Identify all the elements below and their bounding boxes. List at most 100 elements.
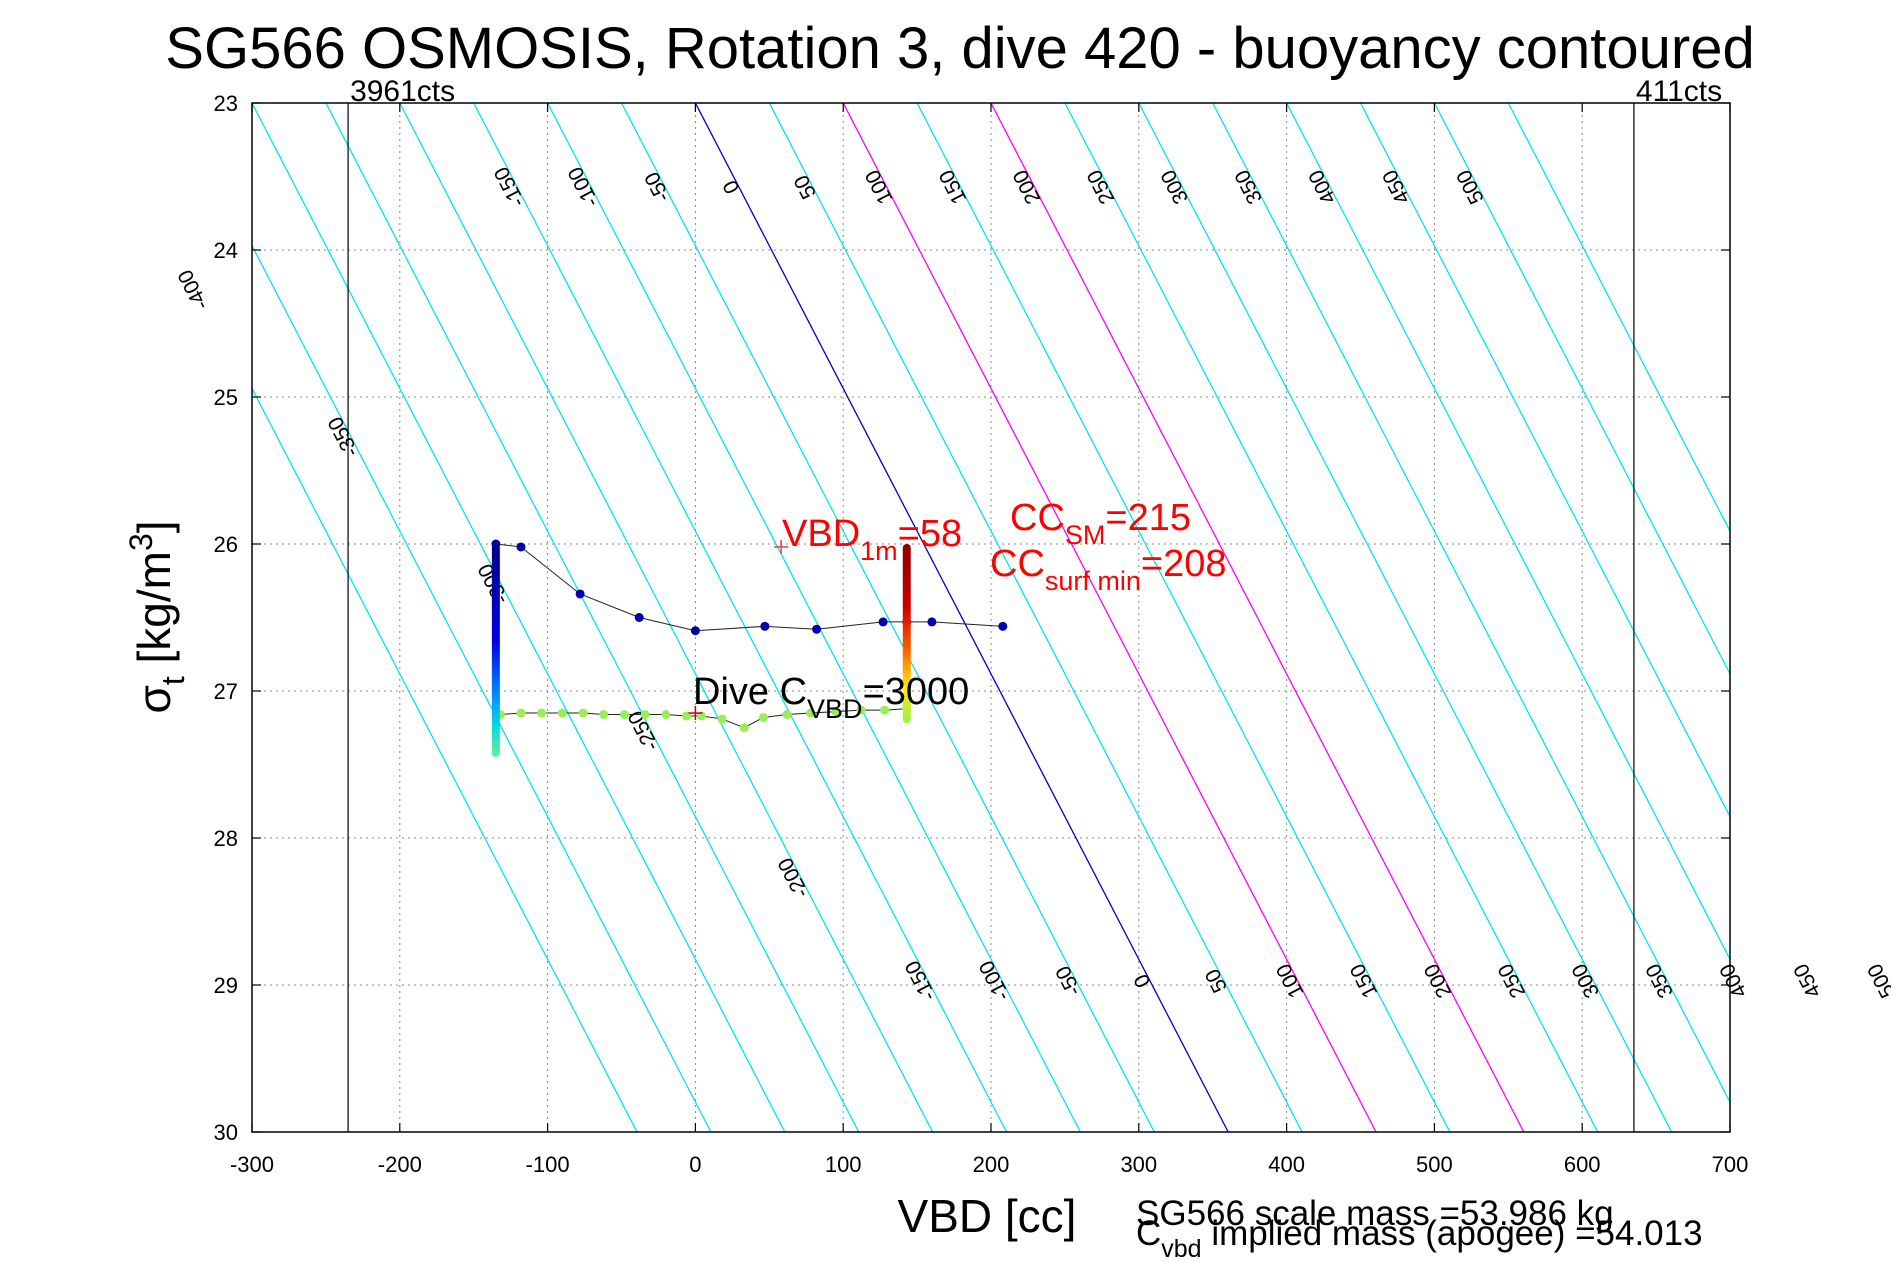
cc-surf-sub: surf min <box>1045 566 1141 596</box>
y-axis-label-sub: t <box>155 676 191 685</box>
cc-surf-value: =208 <box>1141 543 1227 585</box>
x-tick-label: 500 <box>1416 1152 1453 1177</box>
series-point-dive <box>878 617 888 627</box>
vbd1m-label: VBD <box>782 513 860 555</box>
series-point-dive <box>690 626 700 636</box>
contour-line-350 <box>1212 103 1730 1104</box>
implied-c: C <box>1136 1214 1161 1253</box>
y-axis-label-main: σ <box>128 685 180 713</box>
x-tick-label: -300 <box>230 1152 274 1177</box>
series-point-climb <box>758 712 768 722</box>
vbd1m-sub: 1m <box>860 536 898 566</box>
contour-line-500 <box>1433 103 1730 676</box>
series-point-climb <box>739 723 749 733</box>
contour-label-bottom: 500 <box>1863 960 1891 1002</box>
x-tick-label: 400 <box>1268 1152 1305 1177</box>
contour-line--50 <box>620 103 1155 1132</box>
contour-line--100 <box>547 103 1081 1132</box>
series-point-climb <box>782 710 792 720</box>
contour-line-300 <box>1138 103 1673 1132</box>
y-axis-label-sup: 3 <box>123 533 159 551</box>
y-tick-label: 30 <box>214 1120 238 1145</box>
contour-label-bottom: 450 <box>1789 960 1826 1002</box>
series-point-dive <box>760 621 770 631</box>
x-tick-label: 0 <box>689 1152 701 1177</box>
series-point-dive <box>927 617 937 627</box>
series-point-climb <box>578 708 588 718</box>
implied-mass-text: Cvbd implied mass (apogee) =54.013 <box>1136 1214 1703 1262</box>
x-tick-label: 100 <box>825 1152 862 1177</box>
y-axis-label-rest: [kg/m <box>128 551 180 676</box>
contour-line-150 <box>916 103 1451 1132</box>
contour-line-200 <box>990 103 1525 1132</box>
y-tick-label: 25 <box>214 385 238 410</box>
y-tick-label: 27 <box>214 679 238 704</box>
x-tick-label: 600 <box>1564 1152 1601 1177</box>
x-tick-label: -100 <box>526 1152 570 1177</box>
series-point-climb <box>806 708 816 718</box>
contour-line--200 <box>399 103 934 1132</box>
x-axis-label: VBD [cc] <box>898 1190 1077 1242</box>
svg-text:VBD1m=58: VBD1m=58 <box>782 513 962 566</box>
contour-line--250 <box>325 103 860 1132</box>
contour-line--350 <box>252 244 712 1132</box>
axes: -300 -200 -100 0 100 200 300 400 500 600 700 23 24 25… <box>214 91 1749 1177</box>
series-point-climb <box>831 707 841 717</box>
series-point-dive <box>516 542 526 552</box>
dive-c-label: Dive C <box>693 671 807 713</box>
chart-title: SG566 OSMOSIS, Rotation 3, dive 420 - bu… <box>165 16 1754 81</box>
annotation-cc-sm: CCSM=215 <box>1010 497 1191 550</box>
x-tick-label: 700 <box>1712 1152 1749 1177</box>
series-point-climb <box>640 710 650 720</box>
vbd1m-value: =58 <box>898 513 962 555</box>
svg-text:CCsurf min=208: CCsurf min=208 <box>990 543 1227 596</box>
data-series <box>491 539 1008 733</box>
contour-label-left: -400 <box>174 266 214 314</box>
annotation-vbd1m: VBD1m=58 <box>782 513 962 566</box>
contour-line-550 <box>1507 103 1730 533</box>
series-point-climb <box>619 710 629 720</box>
series-point-climb <box>557 708 567 718</box>
series-point-dive <box>634 613 644 622</box>
y-tick-label: 24 <box>214 238 238 263</box>
series-point-climb <box>516 708 526 718</box>
cc-sm-value: =215 <box>1105 497 1191 539</box>
contour-line-450 <box>1359 103 1730 819</box>
series-point-climb <box>599 710 609 720</box>
contour-line--150 <box>473 103 1008 1132</box>
markers <box>688 539 789 721</box>
series-point-climb <box>856 705 866 715</box>
y-tick-label: 23 <box>214 91 238 116</box>
y-tick-label: 28 <box>214 826 238 851</box>
y-axis-label: σt [kg/m3] <box>123 520 191 713</box>
annotation-cc-surf-min: CCsurf min=208 <box>990 543 1227 596</box>
series-point-dive <box>998 621 1008 631</box>
svg-text:CCSM=215: CCSM=215 <box>1010 497 1191 550</box>
contour-line-100 <box>842 103 1377 1132</box>
x-tick-label: -200 <box>378 1152 422 1177</box>
y-tick-label: 26 <box>214 532 238 557</box>
dive-c-sub: VBD <box>807 694 863 724</box>
series-point-climb <box>661 710 671 720</box>
profile-column <box>902 544 911 724</box>
contour-line--400 <box>252 387 638 1132</box>
buoyancy-contours <box>252 103 1730 1132</box>
x-tick-label: 200 <box>973 1152 1010 1177</box>
cc-surf-label: CC <box>990 543 1045 585</box>
dive-c-value: =3000 <box>863 671 970 713</box>
svg-text:Dive CVBD=3000: Dive CVBD=3000 <box>693 671 969 724</box>
profile-columns <box>491 544 911 758</box>
series-point-climb <box>880 705 890 715</box>
annotation-dive-c-vbd: Dive CVBD=3000 <box>693 671 969 724</box>
cc-sm-label: CC <box>1010 497 1065 539</box>
contour-line-250 <box>1064 103 1599 1132</box>
implied-rest: implied mass (apogee) =54.013 <box>1202 1214 1703 1253</box>
series-point-dive <box>812 624 822 634</box>
y-axis-label-close: ] <box>128 520 180 533</box>
scale-mass-text: SG566 scale mass =53.986 kg <box>1136 1194 1614 1233</box>
contour-line--300 <box>252 103 786 1132</box>
contour-line-400 <box>1286 103 1730 961</box>
series-point-climb <box>717 714 727 724</box>
profile-column <box>491 544 500 758</box>
